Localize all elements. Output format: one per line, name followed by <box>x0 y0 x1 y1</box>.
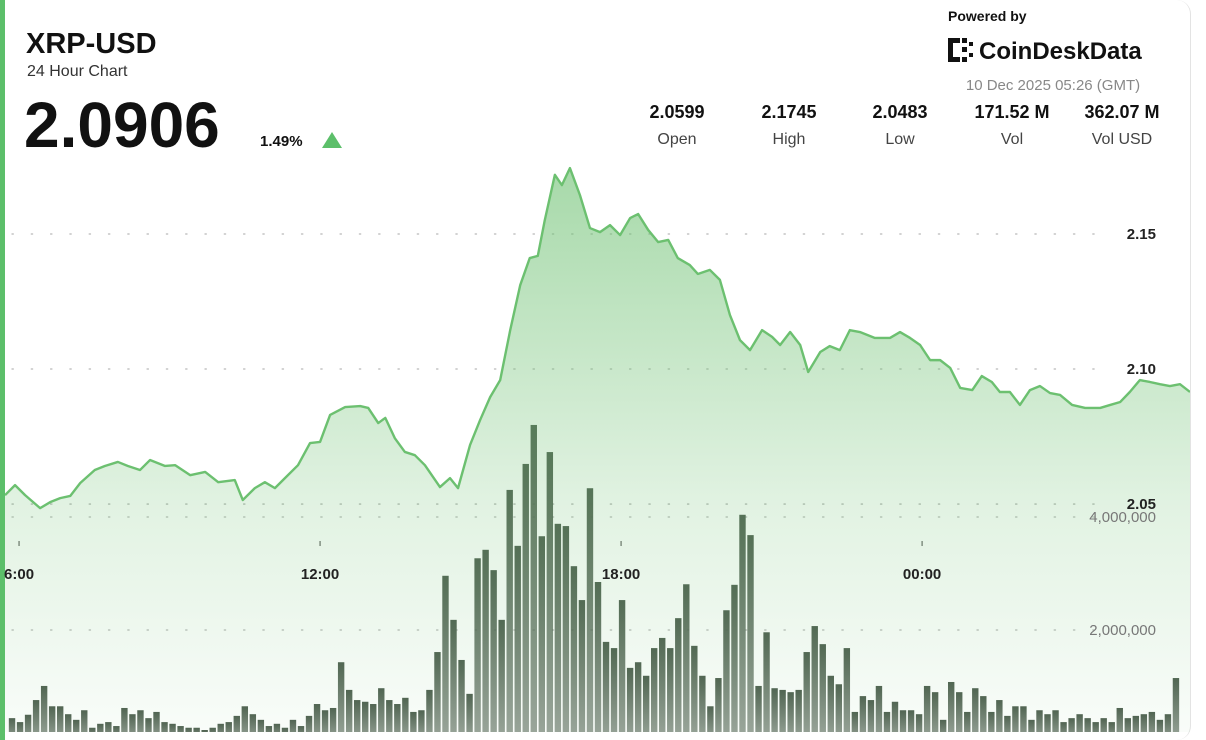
x-tick-label: 18:00 <box>602 566 640 583</box>
volume-tick-label: 4,000,000 <box>1089 509 1156 526</box>
price-line <box>5 166 1190 510</box>
timestamp: 10 Dec 2025 05:26 (GMT) <box>966 77 1140 94</box>
stat-label: Vol <box>1001 131 1023 148</box>
stat-label: Vol USD <box>1092 131 1152 148</box>
y-tick-label: 2.15 <box>1127 226 1156 243</box>
stats: 2.0599 Open 2.1745 High 2.0483 Low 171.52 M Vol… <box>649 102 1159 148</box>
symbol: XRP-USD <box>26 28 157 60</box>
mark-layer <box>5 166 1190 732</box>
stat-label: High <box>773 131 806 148</box>
x-tick-label: 00:00 <box>903 566 941 583</box>
y-tick-label: 2.10 <box>1127 361 1156 378</box>
up-arrow <box>322 132 342 148</box>
stat-value: 2.0599 <box>649 102 704 122</box>
stat-value: 171.52 M <box>974 102 1049 122</box>
stat-value: 2.1745 <box>761 102 816 122</box>
current-price: 2.0906 <box>24 89 220 161</box>
brand-name: CoinDeskData <box>979 38 1142 65</box>
stat-label: Open <box>657 131 696 148</box>
x-tick-label: 6:00 <box>4 566 34 583</box>
price-area <box>5 168 1190 732</box>
y-tick-label: 2.05 <box>1127 496 1156 513</box>
stat-value: 362.07 M <box>1084 102 1159 122</box>
stat-value: 2.0483 <box>872 102 927 122</box>
price-change: 1.49% <box>260 133 303 150</box>
x-tick-label: 12:00 <box>301 566 339 583</box>
brand-logo <box>948 38 973 62</box>
stat-label: Low <box>885 131 915 148</box>
powered-by: Powered by <box>948 8 1027 24</box>
subtitle: 24 Hour Chart <box>27 63 128 80</box>
volume-tick-label: 2,000,000 <box>1089 622 1156 639</box>
